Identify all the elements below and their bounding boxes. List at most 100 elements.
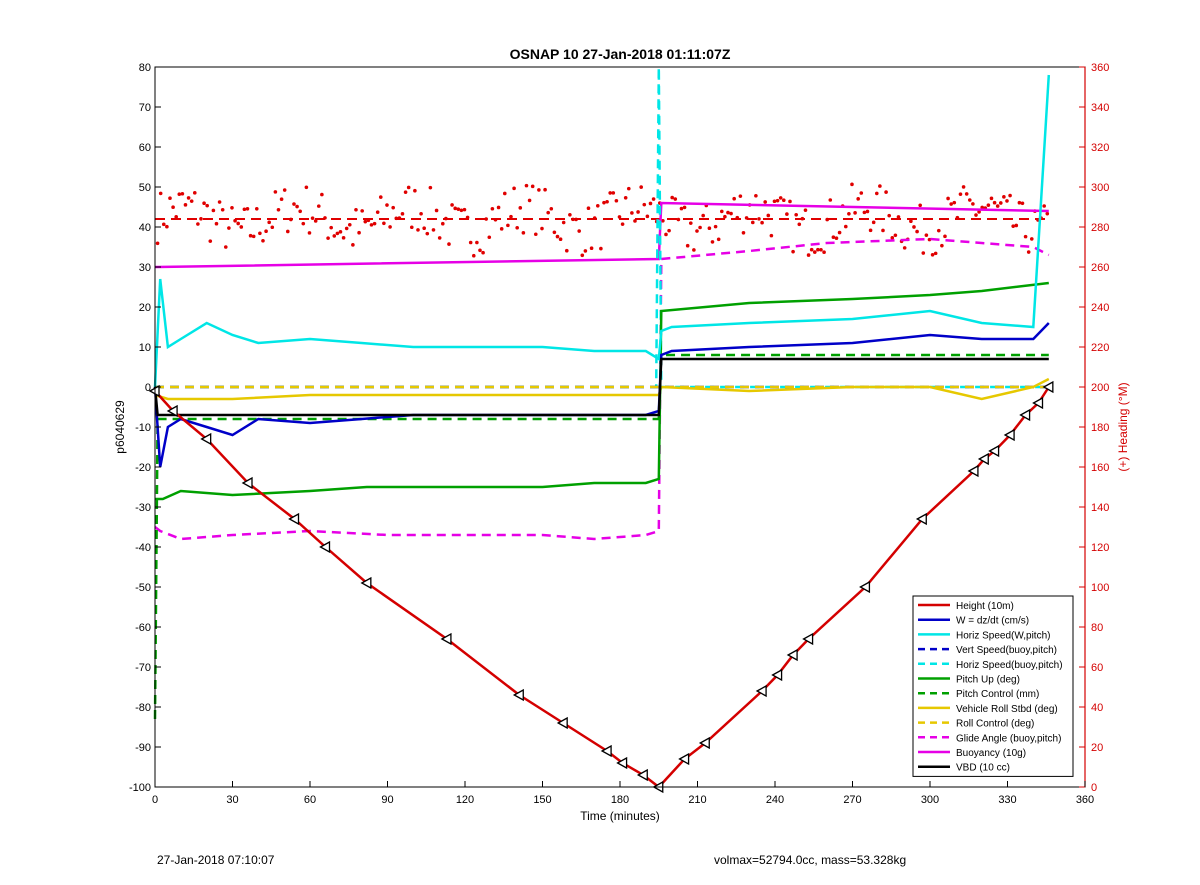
y-right-tick-label: 120	[1091, 542, 1109, 554]
dive-marker	[512, 688, 524, 702]
heading-point	[1023, 234, 1028, 239]
heading-point	[502, 191, 507, 196]
heading-point	[967, 198, 972, 202]
dive-marker	[802, 632, 814, 646]
heading-point	[245, 207, 250, 211]
heading-point	[363, 219, 368, 224]
heading-point	[636, 210, 640, 214]
heading-point	[989, 196, 994, 201]
dive-marker	[166, 404, 178, 418]
heading-point	[236, 221, 240, 226]
y-tick-label: 60	[139, 142, 151, 154]
legend-label: W = dz/dt (cm/s)	[956, 616, 1029, 627]
y-tick-label: 70	[139, 102, 151, 114]
y-right-tick-label: 220	[1091, 342, 1109, 354]
heading-point	[258, 231, 262, 236]
heading-point	[788, 199, 792, 204]
heading-point	[499, 227, 504, 231]
heading-point	[471, 253, 476, 258]
heading-point	[958, 192, 963, 196]
heading-point	[369, 223, 374, 227]
y-tick-label: 10	[139, 342, 151, 354]
legend-label: Height (10m)	[956, 601, 1014, 612]
heading-point	[530, 184, 535, 189]
heading-point	[940, 243, 944, 248]
heading-point	[853, 211, 857, 215]
heading-point	[599, 246, 603, 251]
heading-point	[902, 246, 907, 250]
y-tick-label: -50	[135, 582, 151, 594]
heading-point	[549, 206, 554, 211]
dive-marker	[1032, 396, 1044, 410]
dive-marker	[360, 576, 372, 590]
heading-point	[335, 231, 340, 236]
x-tick-label: 0	[152, 794, 158, 806]
y-right-tick-label: 180	[1091, 422, 1109, 434]
x-tick-label: 270	[843, 794, 861, 806]
heading-point	[453, 206, 457, 211]
heading-point	[651, 197, 656, 201]
heading-point	[450, 203, 454, 207]
heading-point	[487, 235, 492, 240]
y-tick-label: 30	[139, 262, 151, 274]
heading-point	[440, 221, 445, 226]
heading-point	[174, 215, 178, 219]
heading-point	[961, 185, 966, 189]
heading-point	[540, 226, 544, 231]
heading-point	[682, 205, 687, 210]
heading-point	[819, 247, 823, 252]
heading-point	[214, 221, 219, 226]
heading-point	[1011, 224, 1015, 228]
y-right-tick-label: 280	[1091, 222, 1109, 234]
heading-point	[834, 236, 839, 241]
heading-point	[276, 207, 281, 212]
heading-point	[843, 224, 848, 229]
heading-point	[927, 237, 932, 242]
heading-point	[617, 215, 622, 219]
heading-point	[217, 200, 222, 204]
heading-point	[698, 225, 702, 230]
heading-point	[220, 208, 225, 212]
series-line	[153, 353, 1049, 720]
heading-point	[301, 221, 306, 226]
heading-point	[546, 210, 550, 215]
heading-point	[409, 225, 414, 230]
dive-marker	[988, 444, 1000, 458]
heading-point	[769, 233, 774, 238]
heading-point	[490, 206, 495, 211]
heading-point	[468, 240, 473, 245]
heading-point	[912, 225, 916, 229]
heading-point	[586, 206, 591, 211]
heading-point	[850, 182, 854, 187]
heading-point	[515, 225, 519, 230]
heading-point	[304, 185, 309, 190]
heading-point	[688, 221, 693, 225]
heading-point	[661, 218, 665, 223]
heading-point	[273, 190, 278, 194]
heading-point	[186, 196, 191, 200]
heading-point	[781, 198, 786, 203]
heading-point	[183, 203, 188, 207]
dive-marker	[636, 768, 648, 782]
heading-point	[580, 253, 585, 258]
heading-point	[692, 248, 696, 252]
heading-point	[868, 228, 873, 233]
x-tick-label: 240	[766, 794, 784, 806]
y-tick-label: -60	[135, 622, 151, 634]
heading-point	[161, 222, 166, 227]
y-right-tick-label: 0	[1091, 782, 1097, 794]
heading-point	[388, 225, 392, 229]
heading-point	[223, 245, 228, 249]
x-tick-label: 210	[688, 794, 706, 806]
x-tick-label: 60	[304, 794, 316, 806]
heading-point	[295, 204, 299, 209]
heading-point	[608, 191, 612, 195]
heading-point	[806, 253, 811, 257]
dive-marker	[698, 736, 710, 750]
dive-marker	[755, 684, 767, 698]
heading-point	[1026, 250, 1031, 254]
x-tick-label: 120	[456, 794, 474, 806]
heading-point	[887, 213, 891, 218]
dive-marker	[241, 476, 253, 490]
heading-point	[437, 236, 442, 240]
